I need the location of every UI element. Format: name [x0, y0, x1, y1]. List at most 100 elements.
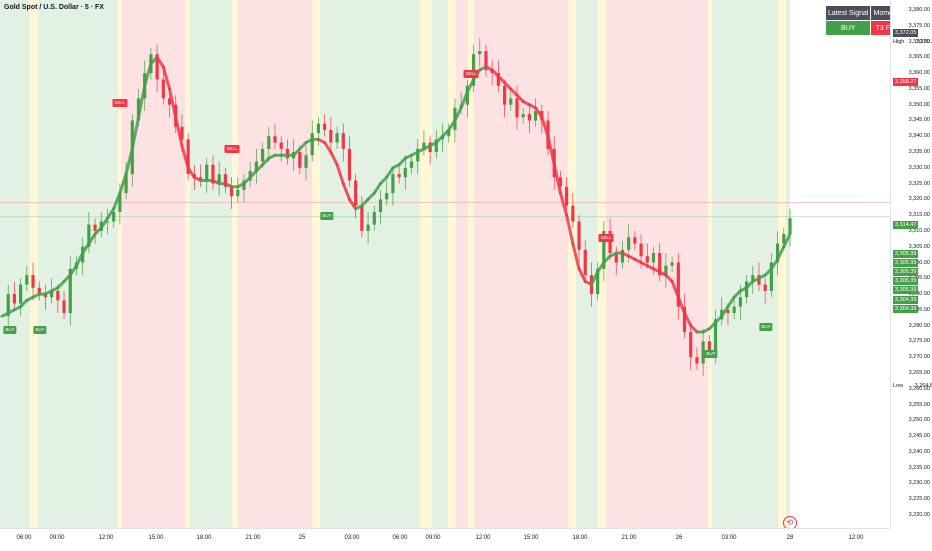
candle-body [695, 357, 699, 364]
candle-body [565, 186, 569, 206]
price-axis[interactable]: 3,380.00 3,375.00 3,370.00 3,365.00 3,360.00… [890, 0, 932, 528]
candle-body [354, 180, 358, 206]
high-label: High [893, 39, 905, 45]
candle-body [614, 253, 618, 263]
price-tick: 3,365.00 [908, 54, 930, 61]
high-value: 3,370.36 [915, 39, 932, 45]
time-tick: 15:00 [148, 535, 164, 541]
price-tick: 3,285.00 [908, 306, 930, 313]
candle-body [211, 164, 215, 184]
candle-body [217, 174, 221, 184]
candle-body [403, 167, 407, 178]
t3-line-segment [335, 163, 345, 186]
price-tick: 3,270.00 [908, 354, 930, 361]
price-tick: 3,325.00 [908, 180, 930, 187]
t3-line-segment [174, 115, 184, 148]
candle-body [726, 309, 730, 313]
candle-body [105, 221, 110, 223]
t3-line-segment [385, 166, 395, 179]
time-tick: 06:00 [392, 535, 408, 541]
candle-body [118, 193, 122, 212]
background-zone [118, 0, 122, 528]
time-tick: 09:00 [425, 535, 441, 541]
candle-body [639, 243, 643, 257]
price-tick: 3,350.00 [908, 101, 930, 108]
candle-body [180, 126, 184, 140]
candle-body [161, 79, 165, 99]
candle-body [236, 189, 240, 197]
t3-line-segment [180, 144, 190, 170]
candle-body [751, 275, 755, 282]
t3-line-segment [720, 305, 730, 318]
t3-line-segment [105, 207, 116, 220]
time-axis[interactable]: 06:00 09:00 12:00 15:00 18:00 21:00 25 03:00 06:… [0, 528, 890, 551]
replay-icon[interactable]: ⟲ [783, 516, 797, 528]
price-tick: 3,255.00 [908, 401, 930, 408]
price-label: 3,314.47 [893, 221, 919, 229]
time-tick: 12:00 [98, 535, 114, 541]
candle-body [43, 294, 48, 298]
background-zone [0, 0, 8, 528]
price-tick: 3,300.00 [908, 259, 930, 266]
t3-line-segment [596, 261, 606, 274]
candle-body [385, 193, 389, 200]
time-tick: 21:00 [621, 535, 637, 541]
candle-body [6, 294, 10, 317]
price-label: 3,372.05 [893, 29, 919, 37]
candle-body [341, 133, 345, 149]
candle-body [372, 212, 376, 225]
price-tick: 3,355.00 [908, 85, 930, 92]
time-tick: 03:00 [721, 535, 737, 541]
candle-body [391, 174, 395, 194]
t3-line-segment [87, 232, 97, 246]
candle-body [31, 275, 35, 288]
candle-body [447, 129, 451, 137]
candle-body [558, 177, 563, 187]
t3-line-segment [118, 172, 128, 195]
time-tick: 12:00 [848, 535, 864, 541]
t3-line-segment [130, 115, 141, 151]
candle-body [37, 287, 41, 295]
time-tick: 12:00 [475, 535, 491, 541]
momentum-value: T3 Falling [870, 20, 890, 36]
candle-body [645, 256, 649, 263]
price-tick: 3,275.00 [908, 338, 930, 345]
candle-body [478, 51, 482, 55]
candle-body [682, 306, 687, 332]
t3-line-segment [137, 84, 147, 119]
price-tick: 3,245.00 [908, 433, 930, 440]
background-zone [432, 0, 448, 528]
candle-body [329, 129, 333, 143]
t3-line-segment [683, 311, 693, 328]
candle-body [670, 262, 674, 266]
candle-body [316, 123, 321, 134]
t3-line-segment [589, 270, 600, 287]
t3-line-segment [155, 55, 165, 69]
background-zone [30, 0, 38, 528]
high-marker: High 3,370.36 [893, 39, 932, 45]
price-tick: 3,335.00 [908, 149, 930, 156]
candle-body [627, 237, 631, 250]
background-zone [786, 0, 790, 528]
latest-signal-header: Latest Signal [824, 5, 872, 21]
t3-line-segment [782, 232, 792, 249]
candle-body [769, 262, 773, 291]
candle-body [12, 294, 17, 304]
candle-body [651, 253, 656, 263]
buy-signal-marker: BUY [320, 212, 334, 220]
price-chart[interactable] [0, 0, 890, 528]
candle-body [676, 262, 680, 307]
candle-body [347, 148, 352, 181]
price-tick: 3,360.00 [908, 70, 930, 77]
time-tick: 18:00 [196, 535, 212, 541]
candle-body [571, 205, 575, 222]
candle-body [155, 54, 159, 80]
price-tick: 3,345.00 [908, 117, 930, 124]
price-tick: 3,230.00 [908, 480, 930, 487]
candle-body [254, 161, 258, 171]
price-tick: 3,340.00 [908, 133, 930, 140]
chart-area[interactable]: Gold Spot / U.S. Dollar · 5 · FX Latest … [0, 0, 890, 528]
t3-line-segment [726, 295, 736, 309]
candle-body [484, 51, 488, 70]
t3-line-segment [143, 62, 153, 88]
